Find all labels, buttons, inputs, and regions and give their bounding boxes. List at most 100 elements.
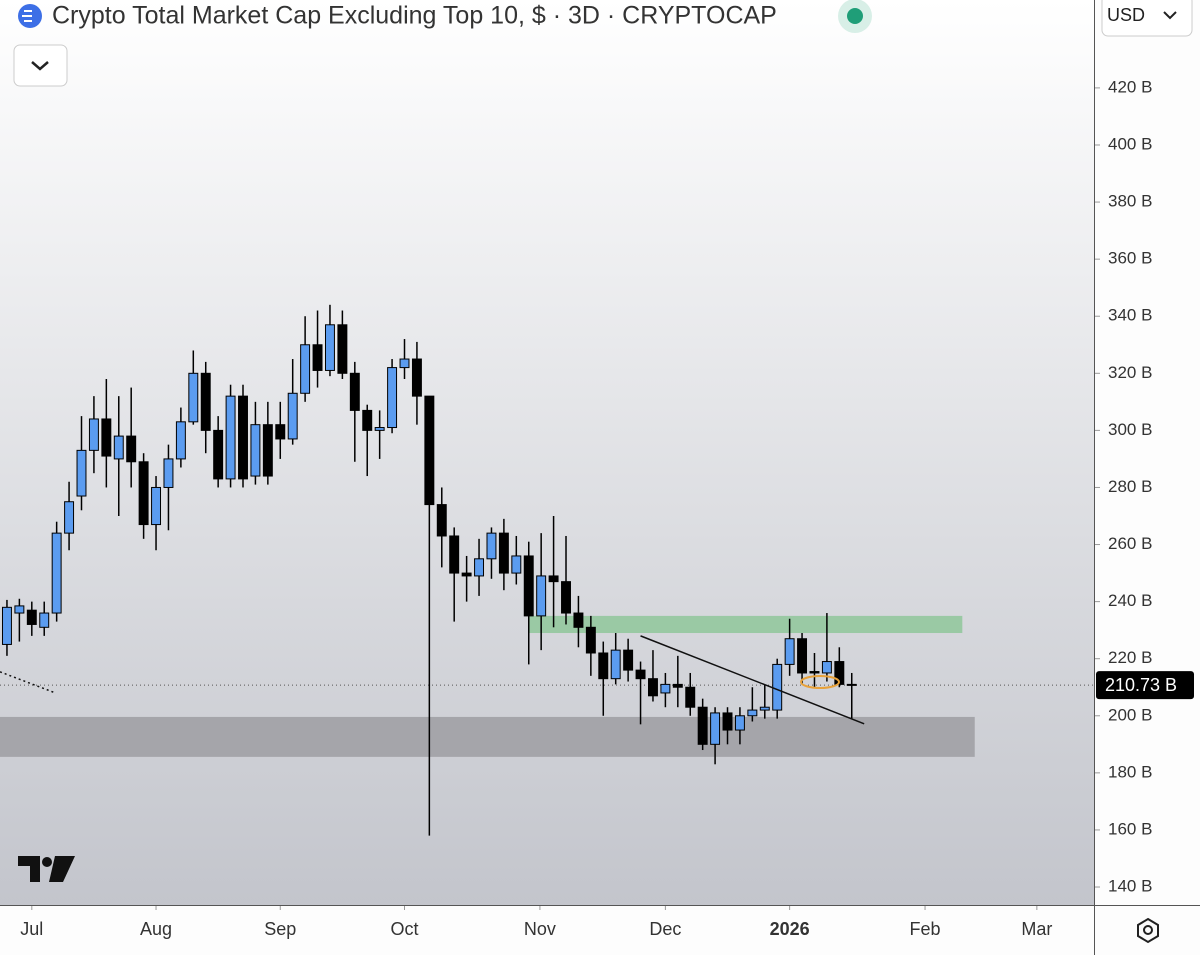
zone — [0, 716, 975, 757]
candle-body — [647, 678, 658, 697]
candle-body — [51, 532, 62, 614]
candle-body — [225, 395, 236, 480]
candle-body — [821, 661, 832, 674]
candle-body — [523, 555, 534, 617]
y-tick-label: 260 B — [1108, 534, 1152, 553]
y-tick-label: 320 B — [1108, 363, 1152, 382]
y-tick-label: 240 B — [1108, 591, 1152, 610]
candle-body — [374, 427, 385, 431]
y-tick-label: 380 B — [1108, 192, 1152, 211]
candle-body — [797, 638, 808, 674]
candle-body — [262, 424, 273, 477]
candle-body — [598, 652, 609, 680]
candle-body — [511, 555, 522, 574]
candle-body — [76, 449, 87, 497]
candle-body — [772, 663, 783, 711]
x-tick-label: Jul — [20, 919, 43, 939]
plot — [0, 304, 1094, 836]
y-tick-label: 340 B — [1108, 306, 1152, 325]
candle-body — [324, 324, 335, 371]
y-tick-label: 420 B — [1108, 77, 1152, 96]
status-dot — [847, 8, 863, 24]
trend-line — [640, 635, 865, 725]
candle-body — [474, 558, 485, 577]
candle-body — [300, 344, 311, 394]
candle-body — [759, 706, 770, 711]
candle-body — [561, 581, 571, 614]
zone — [528, 615, 963, 634]
currency-dropdown[interactable] — [1101, 0, 1193, 37]
candle-body — [349, 372, 360, 411]
candle-body — [175, 421, 186, 460]
x-tick-label: Oct — [390, 919, 418, 939]
candle-body — [548, 575, 559, 583]
price-axis — [1095, 0, 1200, 955]
candle-body — [685, 686, 696, 708]
candle-body — [200, 372, 211, 431]
candle-body — [64, 501, 75, 534]
dropdown-chevron — [1163, 11, 1177, 20]
candle-body — [151, 486, 162, 526]
candle-body — [710, 712, 721, 745]
candle-body — [784, 638, 795, 665]
candle-body — [275, 424, 286, 440]
candle-body — [573, 612, 584, 628]
candle-body — [138, 461, 149, 526]
candle-body — [436, 504, 447, 537]
y-tick-label: 160 B — [1108, 819, 1152, 838]
collapse-button[interactable] — [13, 44, 68, 87]
highlight-ellipse — [800, 675, 840, 689]
time-axis — [0, 906, 1095, 955]
x-tick-label: 2026 — [770, 919, 810, 939]
chart-title: Crypto Total Market Cap Excluding Top 10… — [52, 2, 777, 30]
x-tick-label: Nov — [524, 919, 556, 939]
candle-body — [250, 424, 261, 477]
chevron-icon — [31, 61, 49, 71]
candle-body — [411, 358, 422, 397]
candle-body — [387, 367, 398, 429]
y-tick-label: 360 B — [1108, 249, 1152, 268]
x-tick-label: Dec — [649, 919, 681, 939]
y-tick-label: 220 B — [1108, 648, 1152, 667]
candle-body — [26, 609, 37, 625]
candle-body — [39, 612, 50, 628]
y-tick-label: 200 B — [1108, 705, 1152, 724]
candle-body — [635, 669, 646, 680]
plot-background — [0, 0, 1094, 905]
y-tick-label: 400 B — [1108, 134, 1152, 153]
candle-body — [287, 392, 298, 440]
candle-body — [834, 661, 845, 685]
candle-body — [1, 606, 12, 645]
y-tick-label: 300 B — [1108, 420, 1152, 439]
candle-body — [362, 409, 373, 431]
candle-body — [337, 324, 348, 374]
candle-body — [113, 435, 124, 460]
candle-body — [312, 344, 323, 371]
candle-body — [623, 649, 634, 671]
candle-body — [846, 683, 857, 686]
candle-body — [660, 683, 671, 694]
candle-body — [610, 649, 621, 680]
x-tick-label: Feb — [910, 919, 941, 939]
candle-body — [585, 626, 596, 654]
candle-body — [188, 372, 199, 423]
candle-body — [486, 532, 497, 560]
settings-icon[interactable] — [1137, 917, 1159, 944]
candle-body — [461, 572, 472, 577]
candle-body — [213, 429, 224, 480]
candle-body — [88, 418, 99, 451]
last-price-label: 210.73 B — [1105, 675, 1177, 695]
tv-logo — [18, 856, 75, 882]
candle-body — [672, 683, 683, 688]
candle-body — [536, 575, 547, 617]
y-tick-label: 180 B — [1108, 762, 1152, 781]
x-tick-label: Mar — [1021, 919, 1052, 939]
candle-body — [399, 358, 410, 369]
y-tick-label: 140 B — [1108, 877, 1152, 896]
candle-body — [809, 671, 820, 674]
candle-body — [722, 712, 733, 731]
y-tick-label: 280 B — [1108, 477, 1152, 496]
currency-label: USD — [1107, 5, 1145, 25]
candle-body — [238, 395, 248, 480]
